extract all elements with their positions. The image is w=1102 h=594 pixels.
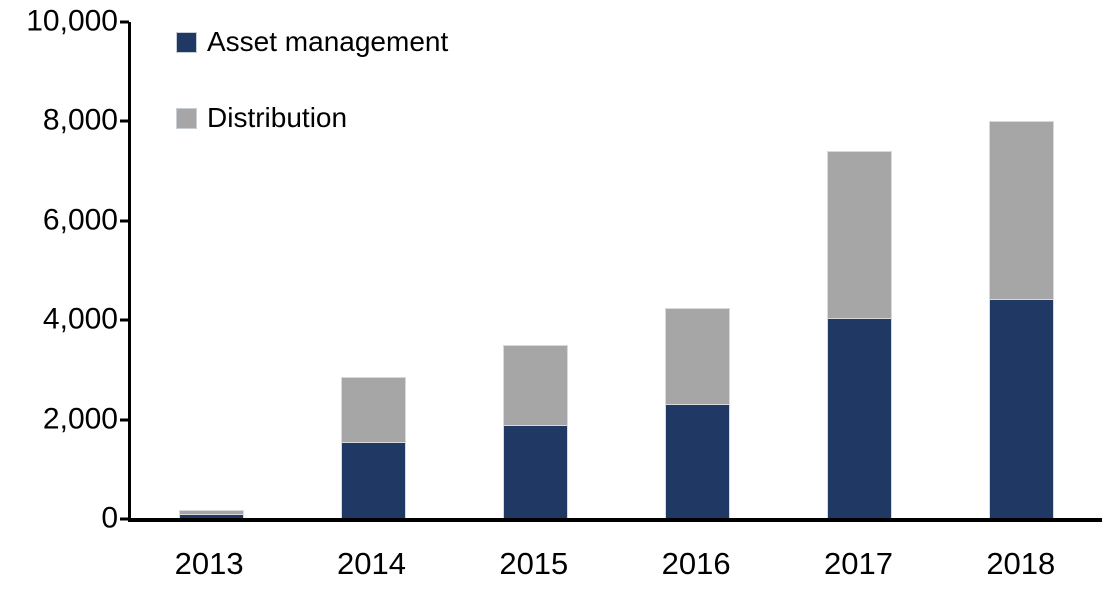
legend-item-distribution: Distribution: [176, 102, 448, 134]
x-tick-label: 2016: [661, 546, 731, 581]
bar-segment-asset-management: [826, 317, 892, 519]
y-tick-mark: [120, 418, 129, 422]
y-tick-label: 8,000: [42, 103, 118, 137]
legend-label: Distribution: [207, 102, 348, 133]
bar-segment-distribution: [988, 121, 1054, 300]
bar-slot-2015: [455, 22, 617, 519]
bar-segment-asset-management: [341, 442, 407, 519]
legend-swatch-icon: [176, 31, 197, 53]
legend-label: Asset management: [207, 26, 449, 57]
y-tick-label: 4,000: [42, 302, 118, 336]
stacked-bar-2017: [826, 151, 892, 519]
x-axis-labels: 2013 2014 2015 2016 2017 2018: [128, 546, 1102, 582]
bar-slot-2013: [131, 22, 293, 519]
y-tick-mark: [120, 219, 129, 223]
bar-slot-2017: [778, 22, 940, 519]
x-tick-label: 2017: [823, 546, 893, 581]
bar-segment-asset-management: [179, 514, 245, 519]
bar-slot-2018: [940, 22, 1102, 519]
bar-segment-distribution: [826, 151, 892, 318]
x-tick-label: 2013: [174, 546, 244, 581]
bar-segment-asset-management: [988, 299, 1054, 519]
stacked-bar-2016: [664, 307, 730, 519]
bar-slot-2016: [616, 22, 778, 519]
y-axis-labels: 0 2,000 4,000 6,000 8,000 10,000: [0, 4, 118, 534]
y-tick-label: 2,000: [42, 401, 118, 435]
stacked-bar-2018: [988, 121, 1054, 519]
legend-swatch-icon: [176, 107, 197, 129]
y-tick-label: 0: [101, 501, 118, 535]
stacked-bar-2014: [341, 376, 407, 519]
plot-area: [128, 22, 1102, 519]
stacked-bar-2015: [503, 345, 569, 519]
x-tick-label: 2015: [499, 546, 569, 581]
bar-segment-asset-management: [664, 403, 730, 519]
bar-segment-distribution: [664, 307, 730, 404]
stacked-bar-2013: [179, 510, 245, 519]
bar-segment-asset-management: [503, 424, 569, 519]
x-tick-label: 2018: [986, 546, 1056, 581]
x-tick-label: 2014: [337, 546, 406, 581]
bar-segment-distribution: [503, 345, 569, 425]
bar-slot-2014: [293, 22, 455, 519]
bar-segment-distribution: [341, 376, 407, 442]
bar-segment-distribution: [179, 510, 245, 514]
y-axis-ticks: [120, 20, 129, 521]
y-tick-mark: [120, 517, 129, 521]
legend-item-asset-management: Asset management: [176, 26, 449, 58]
y-tick-mark: [120, 20, 129, 24]
y-tick-label: 10,000: [26, 4, 118, 38]
y-tick-label: 6,000: [42, 203, 118, 237]
legend: Asset management Distribution: [176, 26, 449, 134]
y-tick-mark: [120, 318, 129, 322]
y-tick-mark: [120, 119, 129, 123]
x-axis-line: [128, 518, 1102, 522]
